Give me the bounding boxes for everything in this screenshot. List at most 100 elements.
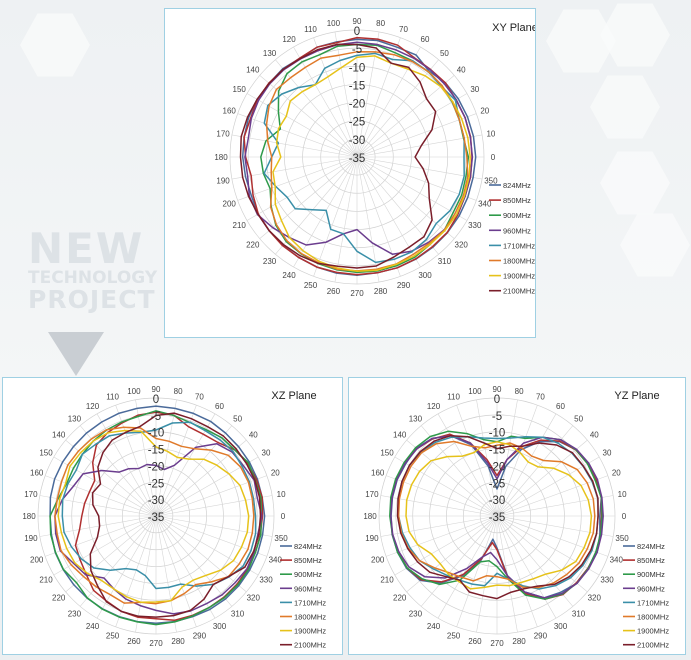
angle-tick-label: 100 — [327, 19, 341, 28]
angle-tick-label: 170 — [365, 490, 379, 499]
legend-label: 1900MHz — [637, 627, 669, 636]
grid-spoke — [65, 515, 157, 593]
angle-tick-label: 310 — [572, 609, 586, 618]
radial-tick-label: -25 — [349, 117, 366, 129]
triangle-decoration — [48, 332, 104, 376]
legend-label: 1710MHz — [503, 241, 535, 250]
angle-tick-label: 160 — [223, 107, 237, 116]
angle-tick-label: 320 — [588, 594, 602, 603]
series-line-1900MHz — [57, 429, 250, 604]
angle-tick-label: 120 — [282, 35, 296, 44]
angle-tick-label: 270 — [490, 639, 504, 648]
angle-tick-label: 20 — [612, 469, 621, 478]
angle-tick-label: 310 — [231, 609, 245, 618]
chart-title: XZ Plane — [271, 390, 316, 402]
angle-tick-label: 340 — [610, 555, 624, 564]
grid-spoke — [135, 515, 157, 633]
angle-tick-label: 210 — [39, 576, 53, 585]
legend-label: 1800MHz — [637, 613, 669, 622]
grid-spoke — [237, 156, 358, 201]
angle-tick-label: 0 — [491, 153, 496, 162]
grid-spoke — [356, 156, 380, 283]
series-line-1900MHz — [405, 441, 593, 590]
angle-tick-label: 280 — [374, 287, 388, 296]
grid-spoke — [155, 425, 233, 517]
grid-spoke — [96, 413, 157, 517]
angle-tick-label: 280 — [512, 637, 526, 646]
angle-tick-label: 40 — [249, 430, 258, 439]
grid-spoke — [456, 515, 498, 627]
angle-tick-label: 90 — [493, 385, 502, 394]
grid-spoke — [496, 475, 608, 517]
chart-title: YZ Plane — [614, 390, 659, 402]
angle-tick-label: 110 — [447, 393, 460, 402]
angle-tick-label: 40 — [590, 430, 599, 439]
radial-tick-label: -30 — [489, 495, 506, 507]
grid-spoke — [155, 515, 259, 576]
polar-plot: 0 -5 -10 -15 -20 -25 -30 -35 0 10 20 30 40 50 60 70 80 90… — [214, 17, 535, 298]
grid-spoke — [496, 515, 588, 593]
angle-tick-label: 80 — [515, 387, 524, 396]
angle-tick-label: 190 — [365, 534, 379, 543]
radial-tick-label: -35 — [148, 512, 165, 524]
grid-spoke — [356, 134, 483, 158]
radial-tick-label: -20 — [349, 99, 366, 111]
angle-tick-label: 80 — [376, 19, 385, 28]
legend-label: 900MHz — [503, 211, 531, 220]
radial-tick-label: -35 — [349, 153, 366, 165]
radial-tick-label: 0 — [494, 394, 500, 406]
grid-spoke — [476, 515, 498, 633]
grid-spoke — [155, 515, 177, 633]
chart-title: XY Plane — [492, 22, 535, 34]
radial-tick-label: -30 — [148, 495, 165, 507]
grid-spoke — [496, 456, 600, 517]
grid-spoke — [237, 113, 358, 158]
grid-spoke — [275, 59, 358, 158]
angle-tick-label: 330 — [600, 576, 614, 585]
series-line-1800MHz — [265, 51, 469, 272]
radial-tick-label: 0 — [153, 394, 159, 406]
angle-tick-label: 180 — [363, 512, 377, 521]
legend-label: 900MHz — [294, 570, 322, 579]
angle-tick-label: 260 — [327, 287, 341, 296]
legend-label: 1800MHz — [294, 613, 326, 622]
angle-tick-label: 130 — [263, 49, 277, 58]
grid-spoke — [45, 475, 157, 517]
legend-label: 960MHz — [637, 584, 665, 593]
angle-tick-label: 290 — [193, 631, 207, 640]
grid-spoke — [313, 156, 358, 277]
grid-spoke — [231, 134, 358, 158]
angle-tick-label: 0 — [281, 512, 286, 521]
angle-tick-label: 300 — [554, 622, 568, 631]
angle-tick-label: 330 — [259, 576, 273, 585]
legend-label: 1900MHz — [503, 272, 535, 281]
grid-spoke — [394, 456, 498, 517]
radial-tick-label: 0 — [354, 26, 360, 38]
angle-tick-label: 50 — [440, 49, 449, 58]
angle-tick-label: 60 — [215, 402, 224, 411]
chart-yz-plane: 0 -5 -10 -15 -20 -25 -30 -35 0 10 20 30 40 50 60 70 80 90… — [348, 377, 686, 655]
angle-tick-label: 160 — [30, 469, 44, 478]
angle-tick-label: 130 — [409, 415, 423, 424]
grid-spoke — [380, 495, 498, 517]
grid-spoke — [155, 405, 197, 517]
angle-tick-label: 200 — [30, 555, 44, 564]
angle-tick-label: 190 — [24, 534, 38, 543]
angle-tick-label: 290 — [534, 631, 548, 640]
grid-spoke — [334, 156, 358, 283]
angle-tick-label: 110 — [106, 393, 119, 402]
angle-tick-label: 20 — [480, 107, 489, 116]
radial-tick-label: -15 — [349, 80, 366, 92]
angle-tick-label: 300 — [213, 622, 227, 631]
polar-plot: 0 -5 -10 -15 -20 -25 -30 -35 0 10 20 30 40 50 60 70 80 90… — [363, 385, 669, 650]
grid-spoke — [231, 156, 358, 180]
grid-spoke — [155, 399, 177, 517]
series-line-1800MHz — [397, 440, 596, 589]
radial-tick-label: -20 — [489, 461, 506, 473]
angle-tick-label: 250 — [106, 631, 120, 640]
grid-spoke — [293, 156, 358, 268]
series-line-900MHz — [49, 410, 262, 626]
angle-tick-label: 50 — [574, 415, 583, 424]
angle-tick-label: 150 — [39, 449, 53, 458]
grid-spoke — [293, 46, 358, 158]
